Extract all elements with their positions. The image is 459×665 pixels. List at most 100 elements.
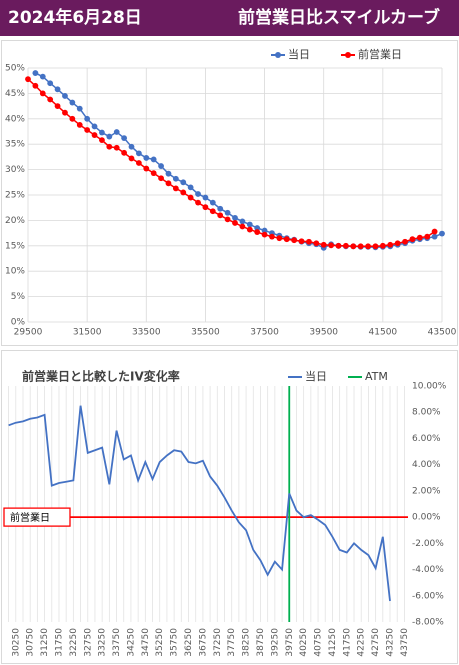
- point: [276, 235, 283, 242]
- point: [39, 90, 46, 97]
- point: [409, 236, 416, 243]
- x-tick-label: 37250: [213, 628, 223, 657]
- point: [335, 242, 342, 249]
- y2-tick-label: 10.00%: [412, 382, 447, 392]
- point: [91, 123, 98, 130]
- series-line: [35, 72, 443, 249]
- x-tick-label: 42250: [357, 628, 367, 657]
- x-tick-label: 33750: [112, 628, 122, 657]
- point: [424, 233, 431, 240]
- point: [320, 241, 327, 248]
- point: [180, 179, 187, 186]
- y-tick-label: 30%: [5, 165, 25, 175]
- point: [150, 156, 157, 163]
- point: [106, 143, 113, 150]
- x-tick-label: 30250: [11, 628, 21, 657]
- point: [54, 103, 61, 109]
- point: [32, 82, 39, 89]
- legend-label: 当日: [305, 369, 327, 383]
- point: [121, 135, 128, 142]
- point: [113, 129, 120, 135]
- y-tick-label: 0%: [11, 318, 26, 328]
- point: [246, 226, 253, 233]
- legend-marker: [345, 52, 351, 58]
- point: [165, 170, 172, 177]
- x-tick-label: 30750: [26, 628, 36, 657]
- point: [224, 216, 231, 223]
- x-tick-label: 39500: [309, 328, 338, 338]
- reference-label-box: [3, 507, 71, 527]
- point: [143, 155, 150, 161]
- point: [121, 149, 128, 156]
- x-tick-label: 41500: [369, 328, 398, 338]
- point: [135, 160, 142, 166]
- x-tick-label: 35750: [170, 628, 180, 657]
- point: [106, 133, 113, 140]
- point: [172, 175, 179, 182]
- point: [365, 243, 371, 250]
- point: [128, 155, 135, 162]
- point: [439, 230, 445, 237]
- point: [291, 237, 298, 244]
- point: [99, 137, 105, 144]
- x-tick-label: 37500: [250, 328, 279, 338]
- point: [209, 208, 216, 215]
- point: [172, 185, 179, 192]
- point: [283, 236, 290, 243]
- point: [254, 229, 261, 235]
- point: [62, 93, 68, 99]
- x-tick-label: 34250: [126, 628, 136, 657]
- series-line: [8, 405, 391, 602]
- reference-label: 前営業日: [10, 511, 50, 524]
- x-tick-label: 38750: [256, 628, 266, 657]
- point: [254, 225, 261, 231]
- point: [69, 115, 76, 122]
- x-tick-label: 38250: [242, 628, 252, 657]
- x-tick-label: 40250: [299, 628, 309, 657]
- x-tick-label: 43250: [386, 628, 396, 657]
- point: [217, 205, 224, 212]
- y2-tick-label: 6.00%: [412, 434, 441, 444]
- point: [187, 194, 194, 201]
- x-tick-label: 43750: [400, 628, 410, 657]
- point: [328, 242, 335, 249]
- point: [76, 121, 83, 128]
- point: [261, 227, 268, 234]
- point: [39, 73, 46, 80]
- point: [187, 184, 194, 191]
- x-tick-label: 31250: [40, 628, 50, 657]
- point: [180, 189, 187, 196]
- legend-marker: [275, 52, 281, 58]
- point: [431, 228, 438, 235]
- x-tick-label: 29500: [14, 328, 43, 338]
- point: [217, 212, 224, 219]
- header-date: 2024年6月28日: [8, 7, 142, 28]
- x-tick-label: 33500: [132, 328, 161, 338]
- x-tick-label: 40750: [314, 628, 324, 657]
- y2-tick-label: 4.00%: [412, 460, 441, 470]
- chart-frame: [1, 40, 458, 346]
- point: [402, 238, 408, 245]
- point: [387, 241, 394, 248]
- y-tick-label: 50%: [5, 64, 25, 74]
- point: [113, 144, 120, 151]
- legend-label: 前営業日: [358, 47, 402, 61]
- point: [261, 231, 268, 238]
- point: [357, 243, 364, 250]
- point: [195, 191, 201, 197]
- point: [76, 105, 83, 112]
- y2-tick-label: -6.00%: [412, 591, 444, 601]
- y-tick-label: 35%: [5, 140, 25, 150]
- x-tick-label: 32750: [83, 628, 93, 657]
- point: [313, 240, 320, 247]
- x-tick-label: 31750: [54, 628, 64, 657]
- point: [128, 143, 135, 150]
- header-title: 前営業日比スマイルカーブ: [238, 7, 440, 28]
- x-tick-label: 43500: [428, 328, 457, 338]
- x-tick-label: 37750: [227, 628, 237, 657]
- point: [372, 243, 379, 250]
- y2-tick-label: -4.00%: [412, 565, 444, 575]
- y-tick-label: 10%: [5, 267, 25, 277]
- point: [379, 242, 386, 249]
- point: [209, 199, 216, 206]
